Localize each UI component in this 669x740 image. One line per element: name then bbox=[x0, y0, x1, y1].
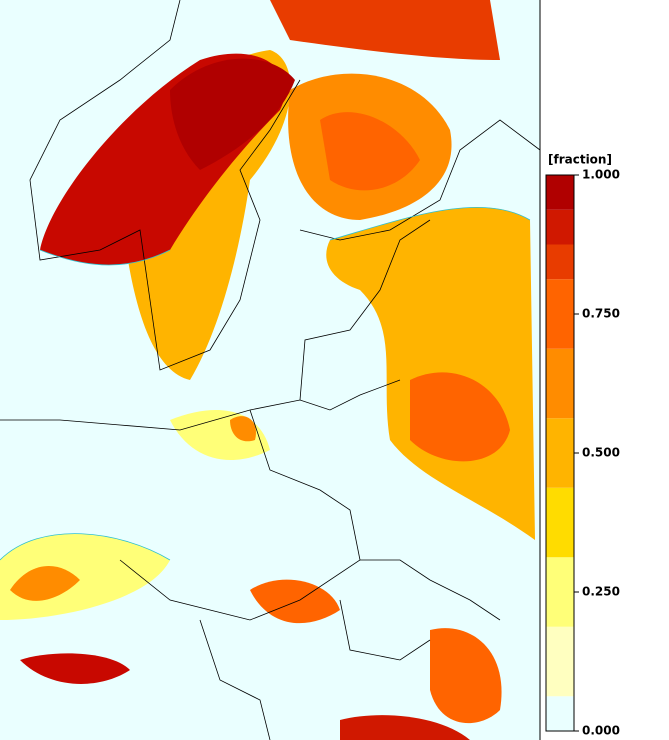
map bbox=[0, 0, 541, 740]
colorbar-band bbox=[546, 418, 574, 488]
colorbar-band bbox=[546, 348, 574, 419]
colorbar-band bbox=[546, 244, 574, 280]
field bbox=[0, 0, 535, 740]
colorbar-band bbox=[546, 557, 574, 627]
colorbar-band bbox=[546, 696, 574, 731]
colorbar-tick-label: 1.000 bbox=[582, 168, 620, 182]
coastlines bbox=[0, 0, 541, 740]
colorbar-band bbox=[546, 175, 574, 210]
colorbar-band bbox=[546, 209, 574, 245]
colorbar-label: [fraction] bbox=[548, 153, 612, 167]
colorbar-band bbox=[546, 626, 574, 697]
colorbar-band bbox=[546, 279, 574, 349]
colorbar-tick-label: 0.250 bbox=[582, 585, 620, 599]
colorbar: [fraction] 0.000 0.250 0.500 0.750 1.000 bbox=[545, 153, 620, 738]
colorbar-band bbox=[546, 487, 574, 558]
colorbar-tick-label: 0.000 bbox=[582, 724, 620, 738]
colorbar-tick-label: 0.500 bbox=[582, 446, 620, 460]
colorbar-tick-label: 0.750 bbox=[582, 307, 620, 321]
